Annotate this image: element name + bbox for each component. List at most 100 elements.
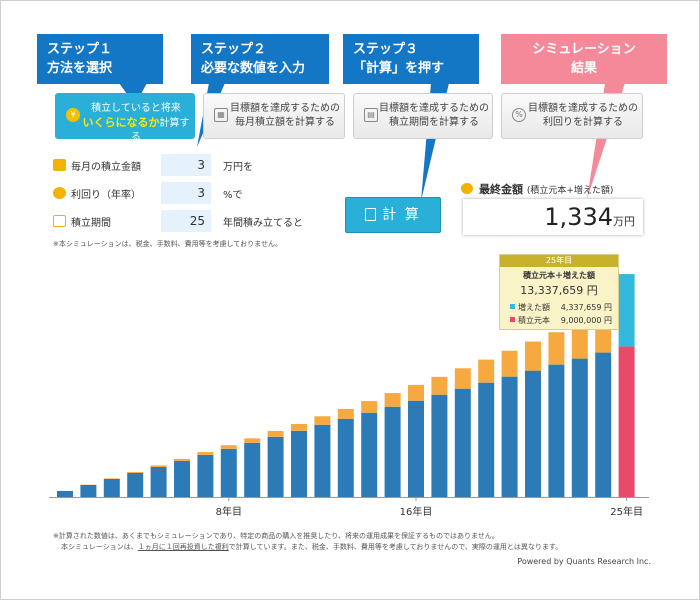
monthly-amount-input[interactable]: 3 [161,154,211,176]
callout-step1-title: ステップ１ [47,42,113,57]
tooltip-title: 積立元本＋増えた額 [523,271,595,280]
tooltip-principal-row: 積立元本 9,000,000 円 [510,315,612,326]
x-tick-label-1: 8年目 [216,505,242,518]
bar-principal-9 [244,442,261,497]
callout-step1: ステップ１ 方法を選択 [37,34,163,84]
footnote-line2-c: で計算しています。また、税金、手数料、費用等を考慮しておりませんので、実際の運用… [228,543,563,551]
callout-step2-text: 必要な数値を入力 [201,61,306,76]
callout-step2-title: ステップ２ [201,42,267,57]
bar-gain-25 [618,274,635,347]
chart-tooltip: 25年目 積立元本＋増えた額 13,337,659 円 増えた額 4,337,6… [499,254,619,330]
yield-unit: %で [223,189,243,201]
mode-future-value-line2: いくらになるか計算する [78,116,194,145]
disclaimer-note: ※本シミュレーションは、税金、手数料、費用等を考慮しておりません。 [53,240,282,248]
bar-gain-19 [478,359,495,383]
bar-gain-23 [571,322,588,359]
bar-gain-12 [314,416,331,425]
gain-swatch [510,304,515,309]
yield-input[interactable]: 3 [161,182,211,204]
mode-yield-line2: 利回りを計算する [543,117,623,128]
mode-future-value-button[interactable]: ¥ 積立していると将来 いくらになるか計算する [55,93,195,143]
x-tick-label-3: 25年目 [610,505,643,518]
bar-gain-20 [501,350,518,377]
mode-monthly-amount-button[interactable]: ▦ 目標額を達成するための 毎月積立額を計算する [203,93,345,139]
callout-step3-title: ステップ３ [353,42,419,57]
bar-gain-9 [244,438,261,443]
bar-principal-17 [431,394,448,497]
bar-gain-3 [103,478,120,479]
bar-gain-16 [408,385,424,401]
bar-principal-7 [197,454,214,497]
bar-gain-14 [361,401,378,413]
percent-coin-icon [53,187,66,199]
bar-gain-6 [174,458,190,461]
tooltip-gain-row: 増えた額 4,337,659 円 [510,302,612,313]
mode-monthly-amount-line2: 毎月積立額を計算する [235,117,335,128]
bar-principal-2 [80,484,97,497]
accumulation-chart: 8年目 16年目 25年目 [49,274,649,518]
result-label-text: 最終金額 [479,183,523,196]
bar-principal-18 [454,388,471,497]
compound-interest-link[interactable]: １ヵ月に１回再投資した複利 [137,543,229,551]
bar-gain-13 [337,408,354,419]
bar-principal-25 [618,346,635,497]
calendar-small-icon [53,215,66,227]
bar-principal-24 [595,352,612,497]
calculator-icon: ▦ [214,108,228,122]
callout-step1-text: 方法を選択 [47,61,113,76]
bar-principal-4 [127,472,144,497]
mode-yield-button[interactable]: % 目標額を達成するための 利回りを計算する [501,93,643,139]
tooltip-total: 13,337,659 円 [520,284,598,297]
powered-by: Powered by Quants Research Inc. [517,557,651,566]
mode-yield-line1: 目標額を達成するための [528,103,638,114]
bar-principal-3 [103,478,120,497]
calculate-button[interactable]: 計 算 [345,197,441,233]
tooltip-principal-value: 9,000,000 円 [560,316,612,325]
mode-future-value-highlight: いくらになるか [82,116,160,129]
footnote-line2-a: 本シミュレーションは、 [61,543,138,551]
tooltip-gain-label: 増えた額 [518,303,550,312]
bar-gain-5 [150,465,167,467]
mode-period-line2: 積立期間を計算する [389,117,479,128]
tooltip-year: 25年目 [500,255,618,267]
bar-principal-6 [174,460,190,497]
yield-label: 利回り（年率） [71,189,141,201]
yen-coin-icon: ¥ [66,108,80,122]
period-row: 積立期間 25 年間積み立てると [53,209,303,233]
period-input[interactable]: 25 [161,210,211,232]
monthly-amount-unit: 万円を [223,161,253,173]
callout-result-title: シミュレーション [532,42,636,57]
bar-principal-21 [525,370,541,497]
callout-step3-text: 「計算」を押す [353,61,445,76]
bar-principal-1 [57,490,73,497]
mode-period-button[interactable]: ▤ 目標額を達成するための 積立期間を計算する [353,93,493,139]
bar-principal-23 [571,358,588,497]
result-unit: 万円 [613,215,635,228]
callout-result-text: 結果 [570,61,597,76]
tooltip-principal-label: 積立元本 [518,316,550,325]
coin-icon [461,183,473,194]
result-value: 1,334 [544,203,613,231]
bar-gain-17 [431,376,448,395]
bar-gain-8 [220,445,237,449]
percent-icon: % [512,108,526,122]
bar-gain-22 [548,332,565,365]
calculator-icon [365,208,377,221]
bar-principal-8 [220,448,237,497]
mode-monthly-amount-line1: 目標額を達成するための [230,103,340,114]
bar-principal-22 [548,364,565,497]
bar-principal-20 [501,376,518,497]
bar-principal-16 [408,400,424,497]
bar-principal-5 [150,466,167,497]
bar-principal-15 [384,406,401,497]
bar-gain-15 [384,393,401,407]
period-unit: 年間積み立てると [223,217,303,229]
principal-swatch [510,317,515,322]
bar-gain-21 [525,341,541,371]
bar-gain-4 [127,471,144,473]
callout-step3: ステップ３ 「計算」を押す [343,34,479,84]
mode-future-value-line1: 積立していると将来 [91,103,181,114]
bar-gain-7 [197,452,214,455]
coin-stack-icon [53,159,66,171]
